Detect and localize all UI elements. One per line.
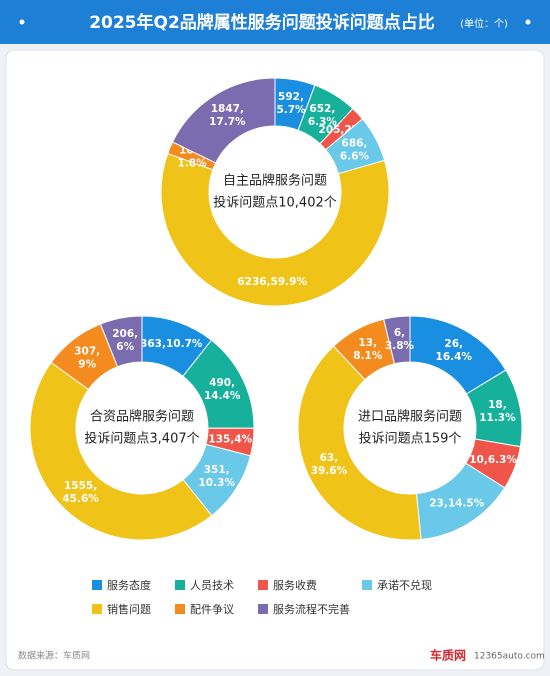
source: 数据来源：车质网 — [18, 650, 90, 662]
value-label: 6236,59.9% — [237, 276, 307, 288]
unit: (单位：个) — [460, 17, 508, 30]
value-label: 135,4% — [208, 433, 252, 445]
legend-swatch — [175, 604, 185, 614]
donut-slice — [29, 361, 213, 541]
value-label: 652, 6.3% — [308, 103, 338, 128]
donut-total: 投诉问题点3,407个 — [84, 431, 199, 447]
decor — [525, 19, 531, 25]
value-label: 490, 14.4% — [204, 377, 241, 402]
legend-label: 服务收费 — [273, 578, 317, 592]
chart-title: 2025年Q2品牌属性服务问题投诉问题点占比 — [89, 12, 435, 33]
decor — [19, 19, 25, 25]
value-label: 1847, 17.7% — [209, 103, 246, 128]
value-label: 26, 16.4% — [436, 338, 473, 363]
legend-label: 服务态度 — [107, 578, 151, 592]
value-label: 23,14.5% — [429, 498, 485, 510]
donuts: 592, 5.7% 652, 6.3%205,2%686, 6.6%6236,59.9%… — [29, 77, 523, 541]
value-label: 18, 11.3% — [479, 399, 516, 424]
donut-slice — [160, 152, 390, 307]
donut-slice — [297, 345, 422, 541]
legend-swatch — [258, 580, 268, 590]
legend-label: 服务流程不完善 — [273, 602, 350, 616]
legend-swatch — [362, 580, 372, 590]
donut-name: 合资品牌服务问题 — [90, 409, 194, 425]
donut-total: 投诉问题点10,402个 — [213, 195, 337, 211]
value-label: 592, 5.7% — [276, 91, 306, 116]
donut-slice — [383, 315, 411, 365]
value-label: 63, 39.6% — [311, 452, 348, 477]
donut-name: 自主品牌服务问题 — [223, 173, 327, 189]
value-label: 10,6.3% — [469, 454, 517, 466]
legend-label: 销售问题 — [107, 602, 151, 616]
value-label: 6, 3.8% — [385, 327, 415, 352]
logo-name: 车质网 — [430, 648, 466, 663]
donut-slice — [99, 315, 143, 368]
legend-swatch — [258, 604, 268, 614]
donut-slice — [171, 77, 276, 164]
value-label: 351, 10.3% — [198, 464, 235, 489]
legend-swatch — [92, 604, 102, 614]
legend-label: 配件争议 — [190, 602, 234, 616]
legend-swatch — [175, 580, 185, 590]
legend-label: 承诺不兑现 — [377, 578, 432, 592]
header-bar — [0, 0, 550, 44]
value-label: 1555, 45.6% — [62, 480, 99, 505]
value-label: 307, 9% — [74, 345, 100, 370]
value-label: 206, 6% — [112, 328, 138, 353]
donut-total: 投诉问题点159个 — [359, 431, 462, 447]
logo-url: 12365auto.com — [474, 652, 545, 662]
donut-name: 进口品牌服务问题 — [358, 409, 462, 425]
value-label: 686, 6.6% — [340, 137, 370, 162]
legend-label: 人员技术 — [190, 579, 234, 592]
value-label: 13, 8.1% — [353, 337, 383, 362]
value-label: 363,10.7% — [140, 338, 203, 350]
legend-swatch — [92, 580, 102, 590]
